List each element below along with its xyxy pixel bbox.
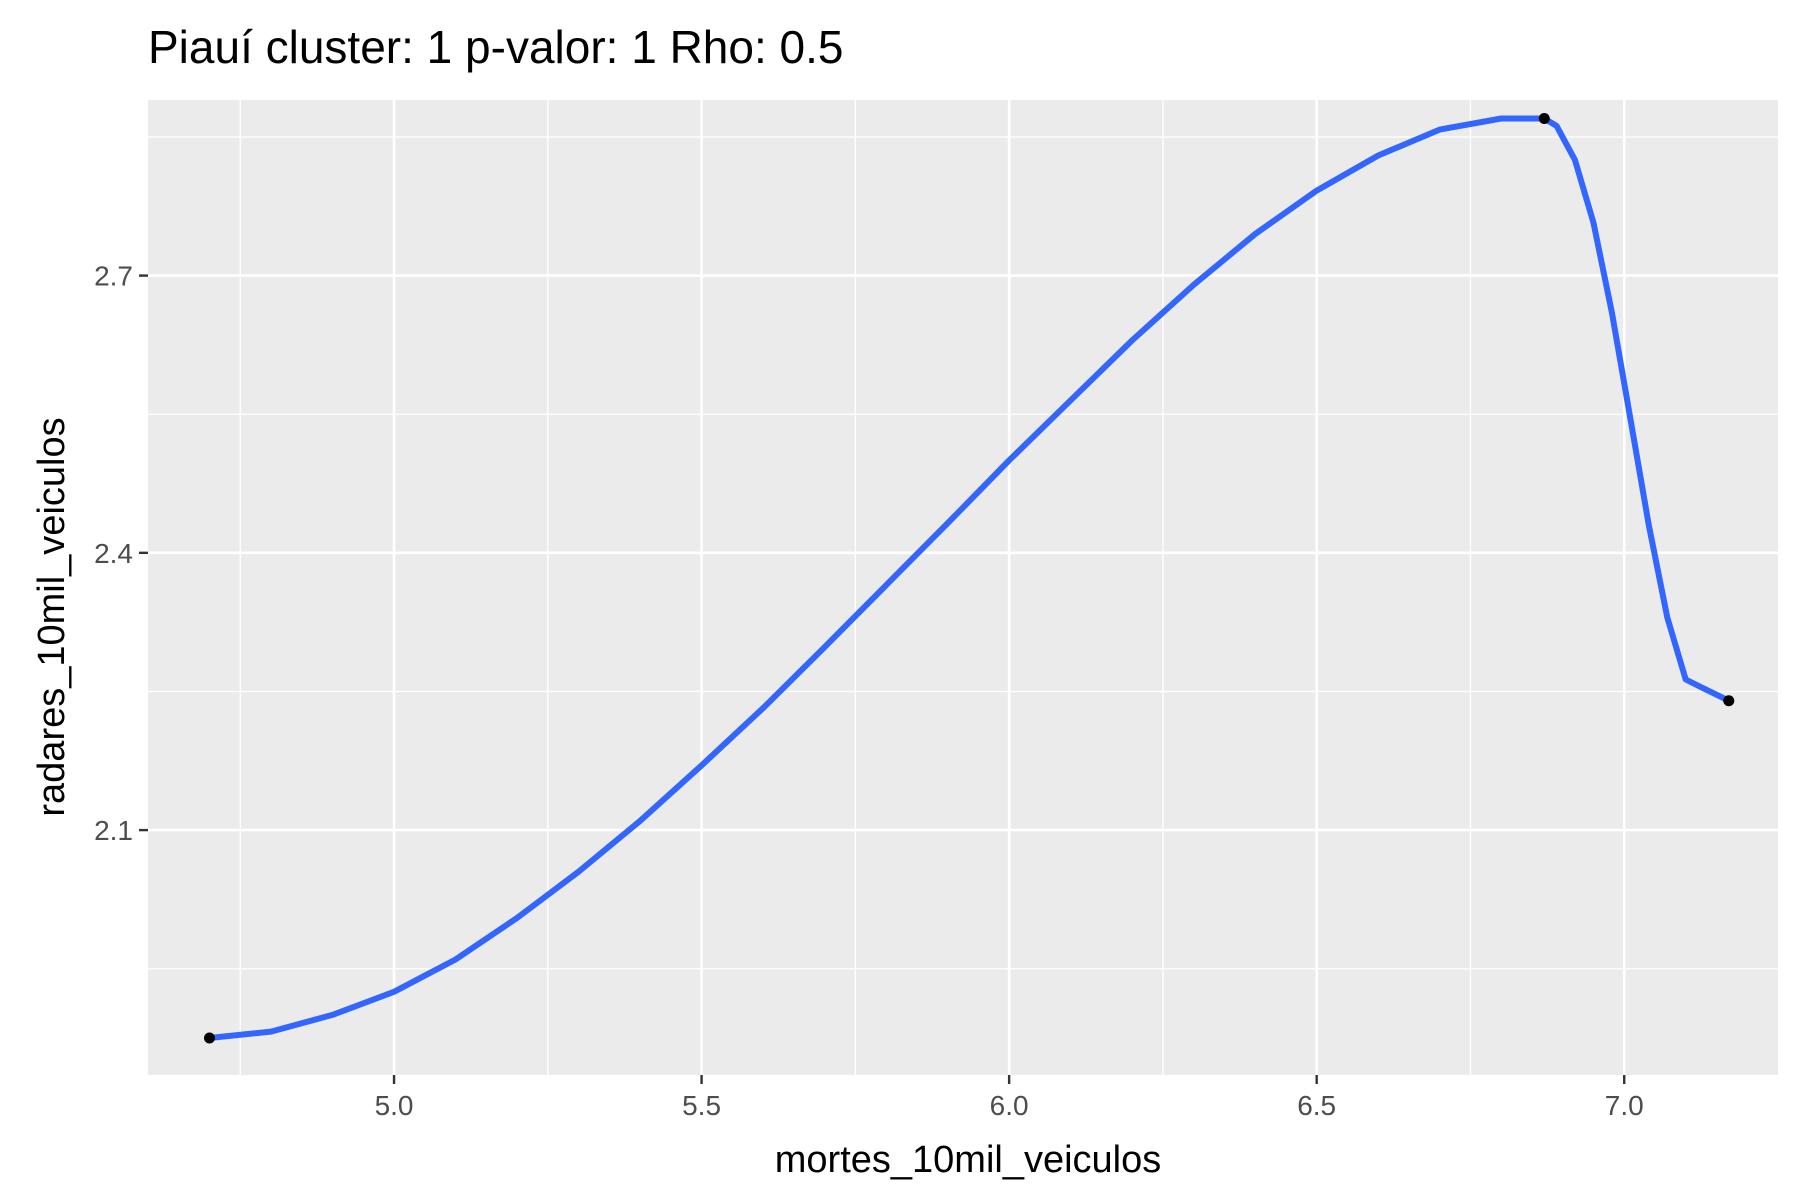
points-layer [204,112,1735,1044]
y-tick-label: 2.7 [94,261,133,292]
y-tick-label: 2.4 [94,538,133,569]
data-point [204,1032,216,1044]
y-tick-label: 2.1 [94,815,133,846]
series-line [206,115,1732,1041]
x-tick-label: 6.0 [990,1090,1029,1121]
y-axis: 2.1 2.4 2.7 [94,261,148,846]
plot-panel [148,100,1778,1075]
y-axis-title: radares_10mil_veiculos [31,417,73,816]
x-tick-label: 5.0 [375,1090,414,1121]
x-axis: 5.0 5.5 6.0 6.5 7.0 [375,1075,1644,1121]
x-axis-title: mortes_10mil_veiculos [775,1139,1162,1181]
major-gridlines [148,100,1778,1075]
x-tick-label: 5.5 [682,1090,721,1121]
minor-gridlines [148,100,1778,1075]
data-point [1538,112,1550,124]
data-point [1723,695,1735,707]
series-layer [206,115,1732,1041]
chart-title: Piauí cluster: 1 p-valor: 1 Rho: 0.5 [148,21,843,73]
x-tick-label: 6.5 [1297,1090,1336,1121]
x-tick-label: 7.0 [1605,1090,1644,1121]
